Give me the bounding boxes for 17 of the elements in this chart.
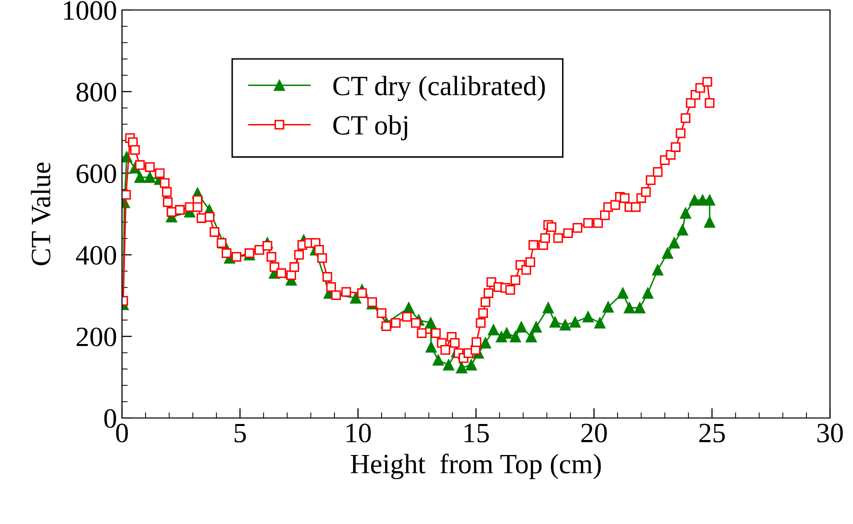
x-tick-label: 0 (116, 424, 128, 442)
x-axis-title: Height from Top (cm) (350, 454, 601, 480)
y-tick-label: 600 (76, 164, 116, 184)
x-tick-label: 20 (581, 424, 607, 442)
y-tick-label: 800 (76, 82, 116, 102)
y-tick-label: 200 (76, 328, 116, 346)
legend-label: CT obj (333, 115, 408, 140)
x-tick-label: 10 (346, 424, 371, 442)
legend-label: CT dry (calibrated) (333, 76, 545, 102)
x-tick-label: 5 (234, 424, 246, 442)
x-tick-label: 15 (464, 424, 489, 442)
x-tick-label: 25 (699, 424, 725, 442)
y-tick-label: 0 (104, 409, 116, 428)
y-tick-label: 400 (76, 246, 116, 265)
y-axis-title: CT Value (30, 162, 51, 266)
x-tick-label: 30 (817, 424, 843, 442)
y-tick-label: 1000 (64, 1, 116, 20)
